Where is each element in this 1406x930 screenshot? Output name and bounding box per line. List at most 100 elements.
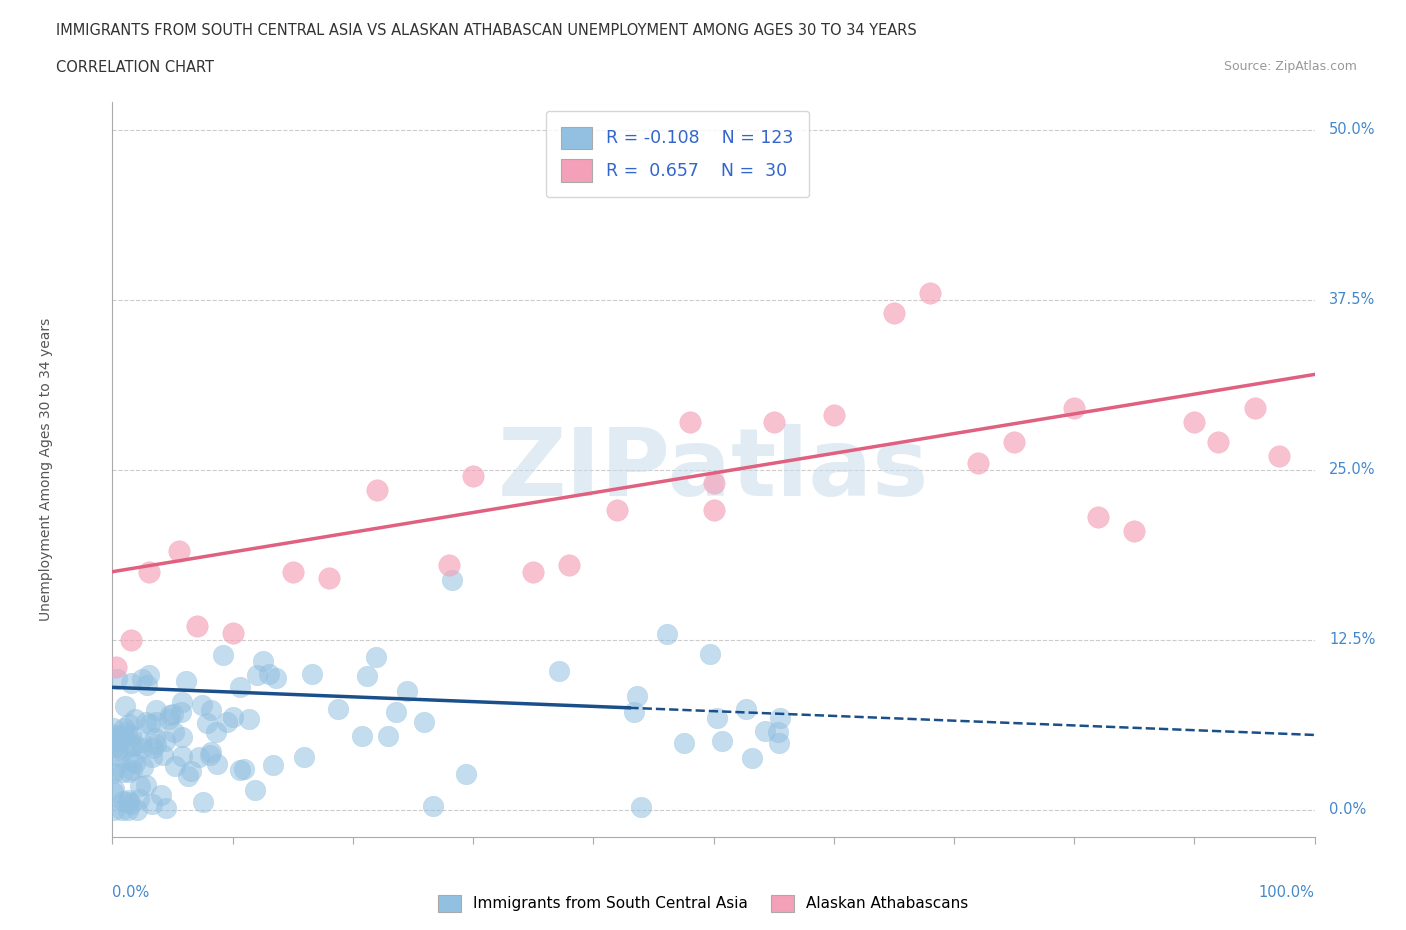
Point xyxy=(112,743,135,758)
Point xyxy=(257,666,280,681)
Point xyxy=(169,705,191,720)
Point xyxy=(114,698,136,713)
Point xyxy=(238,712,260,727)
Point xyxy=(118,717,141,732)
Point xyxy=(766,724,789,739)
Text: 25.0%: 25.0% xyxy=(1329,462,1375,477)
Point xyxy=(918,286,941,300)
Point xyxy=(143,731,166,746)
Point xyxy=(135,678,157,693)
Point xyxy=(350,728,373,743)
Point xyxy=(155,800,177,815)
Point xyxy=(195,716,218,731)
Point xyxy=(356,669,378,684)
Point xyxy=(626,689,648,704)
Point xyxy=(118,764,141,779)
Point xyxy=(124,737,146,752)
Point xyxy=(211,647,233,662)
Point xyxy=(385,705,408,720)
Point xyxy=(163,759,186,774)
Point xyxy=(112,720,135,735)
Text: CORRELATION CHART: CORRELATION CHART xyxy=(56,60,214,75)
Point xyxy=(141,750,163,764)
Point xyxy=(121,763,143,777)
Point xyxy=(129,735,152,750)
Text: Source: ZipAtlas.com: Source: ZipAtlas.com xyxy=(1223,60,1357,73)
Point xyxy=(233,762,256,777)
Point xyxy=(172,694,194,709)
Point xyxy=(120,632,142,647)
Point xyxy=(132,760,155,775)
Point xyxy=(318,571,340,586)
Point xyxy=(1208,435,1230,450)
Point xyxy=(188,750,211,764)
Point xyxy=(281,565,304,579)
Point xyxy=(292,750,315,764)
Point xyxy=(657,627,679,642)
Point xyxy=(412,714,434,729)
Point xyxy=(762,415,785,430)
Point xyxy=(135,778,157,793)
Point xyxy=(706,711,728,726)
Point xyxy=(883,306,905,321)
Point xyxy=(366,650,388,665)
Point xyxy=(217,714,239,729)
Point xyxy=(105,732,128,747)
Point xyxy=(967,456,990,471)
Text: 0.0%: 0.0% xyxy=(112,884,149,899)
Point xyxy=(128,791,150,806)
Point xyxy=(1243,401,1265,416)
Point xyxy=(252,654,274,669)
Text: Unemployment Among Ages 30 to 34 years: Unemployment Among Ages 30 to 34 years xyxy=(39,318,53,621)
Point xyxy=(741,751,763,765)
Point xyxy=(1267,448,1289,463)
Point xyxy=(167,544,190,559)
Point xyxy=(768,736,790,751)
Point xyxy=(103,765,125,780)
Point xyxy=(149,788,172,803)
Point xyxy=(754,724,776,738)
Point xyxy=(105,672,128,687)
Point xyxy=(111,794,134,809)
Point xyxy=(108,731,131,746)
Point xyxy=(198,748,221,763)
Point xyxy=(437,557,460,572)
Point xyxy=(205,724,228,739)
Point xyxy=(1063,401,1085,416)
Point xyxy=(120,796,142,811)
Text: IMMIGRANTS FROM SOUTH CENTRAL ASIA VS ALASKAN ATHABASCAN UNEMPLOYMENT AMONG AGES: IMMIGRANTS FROM SOUTH CENTRAL ASIA VS AL… xyxy=(56,23,917,38)
Point xyxy=(162,725,184,740)
Legend: Immigrants from South Central Asia, Alaskan Athabascans: Immigrants from South Central Asia, Alas… xyxy=(432,889,974,918)
Point xyxy=(117,803,139,817)
Point xyxy=(548,663,571,678)
Point xyxy=(678,415,700,430)
Point xyxy=(191,795,214,810)
Point xyxy=(142,740,165,755)
Point xyxy=(1002,435,1025,450)
Text: 0.0%: 0.0% xyxy=(1329,803,1367,817)
Point xyxy=(174,673,197,688)
Point xyxy=(395,684,418,698)
Point xyxy=(103,781,125,796)
Point xyxy=(606,503,628,518)
Point xyxy=(377,728,399,743)
Point xyxy=(623,704,645,719)
Point xyxy=(702,503,725,518)
Point xyxy=(262,758,284,773)
Point xyxy=(121,753,143,768)
Point xyxy=(101,721,124,736)
Point xyxy=(141,797,163,812)
Point xyxy=(121,738,143,753)
Point xyxy=(107,734,129,749)
Point xyxy=(454,766,477,781)
Point xyxy=(170,729,193,744)
Point xyxy=(131,741,153,756)
Point xyxy=(180,764,202,778)
Point xyxy=(177,768,200,783)
Point xyxy=(124,756,146,771)
Legend: R = -0.108    N = 123, R =  0.657    N =  30: R = -0.108 N = 123, R = 0.657 N = 30 xyxy=(546,111,810,197)
Text: 50.0%: 50.0% xyxy=(1329,122,1375,137)
Point xyxy=(104,739,127,754)
Point xyxy=(702,476,725,491)
Point xyxy=(129,778,152,793)
